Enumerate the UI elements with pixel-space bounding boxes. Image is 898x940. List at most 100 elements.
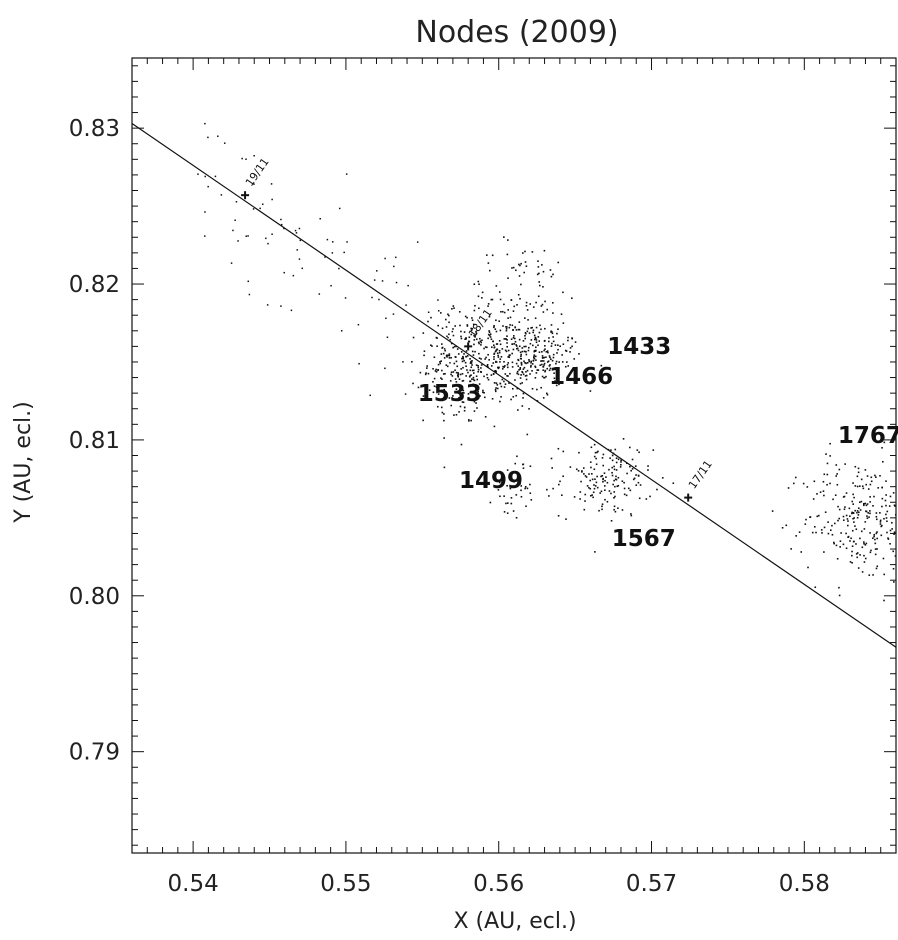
node-point [493,326,495,329]
node-point [546,393,549,396]
node-point [794,476,797,479]
node-point [630,469,633,472]
node-point [481,291,484,294]
node-point [469,391,472,394]
x-axis-label: X (AU, ecl.) [453,909,576,934]
node-point [617,507,619,509]
node-point [457,391,460,394]
node-point [417,386,420,389]
node-point [499,495,501,498]
node-point [344,297,347,299]
node-point [822,490,825,492]
node-point [575,366,578,369]
node-point [497,485,499,488]
node-point [468,419,470,421]
node-point [526,330,529,333]
node-point [395,256,397,259]
node-point [826,462,829,465]
node-point [252,208,255,210]
node-point [497,489,500,491]
node-point [487,303,490,305]
node-point [462,366,464,369]
node-point [593,468,596,471]
node-point [593,487,596,490]
node-point [384,367,386,370]
node-point [604,489,606,492]
node-point [594,485,597,487]
node-point [594,451,597,454]
node-point [514,462,517,465]
node-point [511,324,514,327]
node-point [552,336,554,338]
node-point [877,487,880,489]
node-point [610,519,613,522]
node-point [505,327,508,330]
node-point [486,377,489,379]
node-point [856,485,859,488]
node-point [493,356,495,358]
node-point [872,537,874,539]
node-point [473,309,476,312]
node-point [447,336,449,339]
node-point [324,256,326,258]
node-point [582,467,585,469]
node-point [880,534,883,537]
node-point [493,353,495,355]
node-point [622,438,625,440]
node-point [501,367,504,370]
node-point [450,342,453,345]
node-point [559,345,561,347]
node-point [393,265,395,268]
node-point [531,326,534,329]
node-point [477,368,480,371]
node-point [870,480,873,483]
node-point [546,392,548,395]
node-point [837,519,839,522]
node-point [792,482,795,485]
node-point [645,498,648,500]
node-point [462,379,465,382]
node-point [541,264,543,266]
node-point [423,350,426,353]
node-point [529,342,532,345]
node-point [234,219,236,222]
node-point [578,451,580,454]
node-point [448,397,451,399]
node-point [516,347,519,350]
node-point [864,502,867,505]
node-point [818,514,820,517]
node-point [458,411,460,413]
node-point [551,301,554,304]
node-point [847,520,849,522]
node-point [464,361,467,364]
node-point [506,335,508,337]
node-point [502,365,504,368]
node-point [621,480,624,483]
node-point [834,494,837,496]
node-point [494,328,497,330]
node-point [490,338,493,341]
node-point [525,353,528,356]
node-point [506,484,508,487]
node-point [557,261,560,264]
node-point [235,201,238,203]
node-point [520,362,523,365]
node-point [454,325,456,327]
node-point [463,359,465,362]
node-point [471,317,473,319]
node-point [402,361,404,363]
node-point [872,574,874,576]
node-point [519,264,521,267]
node-point [601,457,604,459]
node-point [893,581,895,583]
node-point [870,476,873,479]
node-point [468,336,471,339]
node-point [207,185,209,188]
chart-title: Nodes (2009) [415,15,618,50]
node-point [500,385,503,388]
node-point [821,532,823,534]
node-point [536,369,539,371]
node-point [564,365,567,368]
node-point [835,475,838,477]
node-point [475,338,478,341]
